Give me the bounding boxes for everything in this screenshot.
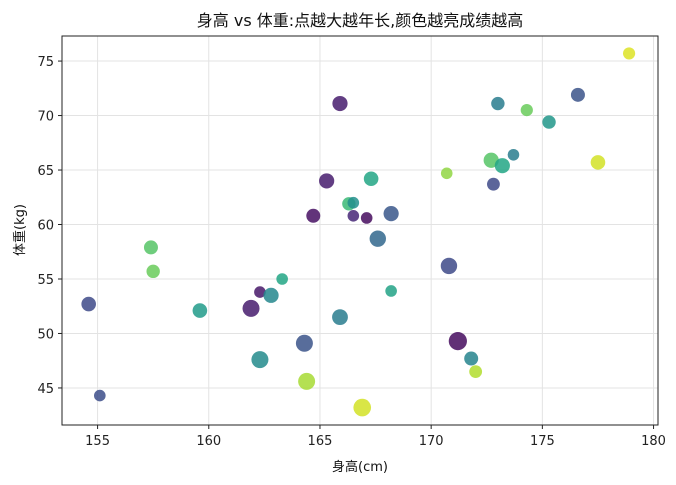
- data-point: [469, 365, 483, 379]
- x-tick-label: 165: [308, 434, 333, 449]
- data-point: [298, 372, 316, 390]
- plot-frame: [61, 35, 659, 426]
- data-point: [146, 264, 160, 279]
- data-point: [622, 47, 636, 60]
- data-point: [276, 273, 288, 285]
- x-axis-label: 身高(cm): [332, 459, 388, 475]
- data-point: [487, 177, 500, 191]
- data-point: [192, 303, 208, 318]
- data-point: [295, 334, 313, 352]
- data-point: [94, 389, 106, 402]
- y-tick-label: 75: [37, 55, 54, 70]
- data-point: [347, 209, 360, 222]
- data-point: [319, 173, 335, 189]
- chart-title: 身高 vs 体重:点越大越年长,颜色越亮成绩越高: [197, 11, 523, 30]
- data-point: [491, 96, 505, 111]
- y-tick-label: 65: [37, 164, 54, 179]
- data-point: [570, 87, 585, 102]
- data-point: [263, 287, 279, 303]
- y-tick-label: 45: [37, 382, 54, 397]
- data-point: [251, 351, 269, 369]
- y-tick-label: 60: [37, 219, 54, 234]
- data-point: [242, 299, 260, 317]
- data-point: [383, 206, 399, 222]
- x-tick-label: 160: [196, 434, 221, 449]
- y-tick-label: 50: [37, 327, 54, 342]
- data-point: [385, 285, 397, 297]
- data-point: [143, 240, 158, 255]
- data-point: [369, 230, 386, 247]
- data-point: [353, 398, 372, 417]
- data-point: [254, 286, 266, 298]
- data-point: [448, 331, 467, 351]
- axis-ticks: 155 160 165 170 175 180 45 50 55 60 65 70 75: [37, 55, 666, 449]
- data-point: [590, 155, 606, 170]
- y-tick-label: 70: [37, 110, 54, 125]
- data-point: [507, 148, 520, 161]
- data-point: [306, 208, 321, 223]
- data-point: [363, 171, 379, 187]
- data-point: [464, 351, 479, 366]
- data-point: [542, 115, 556, 129]
- data-point: [347, 196, 360, 209]
- data-point: [440, 167, 453, 180]
- x-tick-label: 175: [530, 434, 555, 449]
- data-point: [494, 158, 510, 174]
- data-point: [520, 103, 533, 117]
- data-point: [360, 212, 373, 224]
- y-tick-label: 55: [37, 273, 54, 288]
- data-point: [440, 257, 458, 275]
- data-points: [81, 47, 636, 417]
- x-tick-label: 155: [85, 434, 110, 449]
- data-point: [81, 296, 96, 312]
- grid: [62, 36, 658, 425]
- x-tick-label: 170: [419, 434, 444, 449]
- data-point: [332, 95, 348, 112]
- y-axis-label: 体重(kg): [12, 204, 28, 256]
- x-tick-label: 180: [641, 434, 666, 449]
- data-point: [332, 309, 348, 326]
